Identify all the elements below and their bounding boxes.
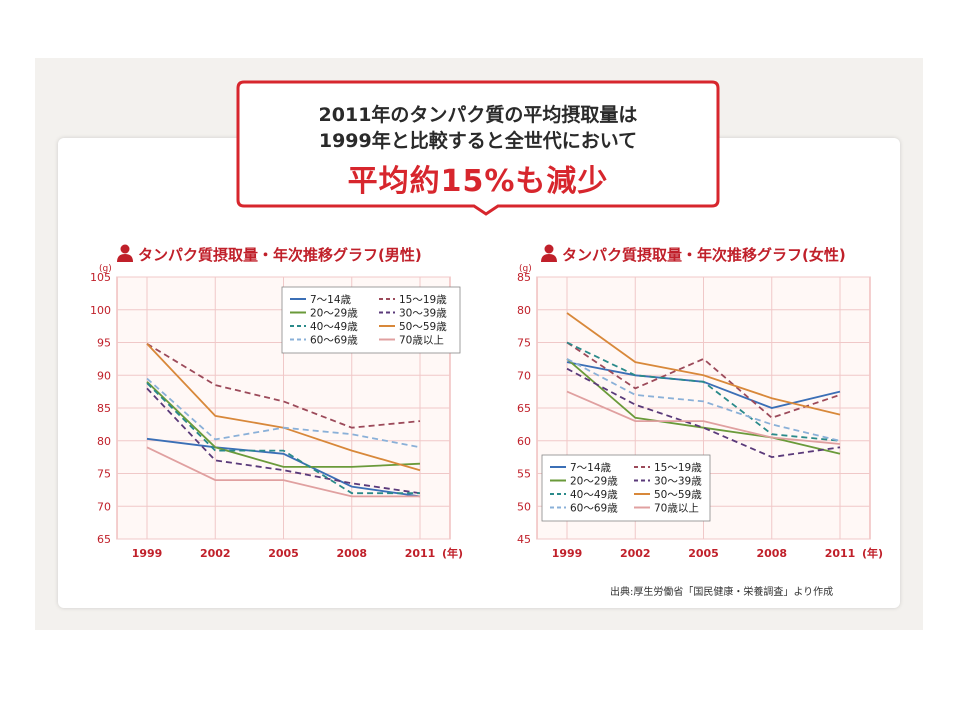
series-line (146, 377, 421, 449)
x-unit-label: (年) (862, 546, 883, 560)
x-tick-label: 2005 (268, 547, 299, 560)
x-tick-label: 1999 (552, 547, 583, 560)
y-tick-label: 65 (97, 533, 111, 546)
x-tick-label: 2011 (825, 547, 856, 560)
callout-line-1: 2011年のタンパク質の平均摂取量は (318, 104, 638, 126)
legend-label: 15～19歳 (654, 462, 702, 474)
y-tick-label: 70 (517, 369, 531, 382)
y-tick-label: 60 (517, 435, 531, 448)
x-unit-label: (年) (442, 546, 463, 560)
y-tick-label: 95 (97, 337, 111, 350)
legend-label: 30～39歳 (399, 308, 447, 320)
x-tick-label: 1999 (132, 547, 163, 560)
y-tick-label: 85 (517, 271, 531, 284)
legend-label: 20～29歳 (310, 308, 358, 320)
series-line (566, 367, 841, 459)
legend-label: 50～59歳 (399, 321, 447, 333)
callout-headline: 平均約15%も減少 (347, 164, 609, 199)
series-line (566, 358, 841, 442)
person-icon (541, 244, 557, 262)
legend-box (281, 286, 461, 354)
legend-label: 50～59歳 (654, 489, 702, 501)
legend-label: 60～69歳 (310, 335, 358, 347)
legend-label: 15～19歳 (399, 294, 447, 306)
series-line (146, 343, 421, 429)
series-line (566, 341, 841, 442)
y-tick-label: 70 (97, 500, 111, 513)
male-chart-title: タンパク質摂取量・年次推移グラフ(男性) (138, 246, 422, 264)
callout-box: 2011年のタンパク質の平均摂取量は 1999年と比較すると全世代において 平均… (236, 80, 720, 216)
y-tick-label: 90 (97, 369, 111, 382)
y-tick-label: 80 (97, 435, 111, 448)
x-tick-label: 2002 (200, 547, 231, 560)
x-tick-label: 2008 (756, 547, 787, 560)
series-line (566, 358, 841, 455)
series-line (146, 381, 421, 468)
series-line (146, 382, 420, 495)
legend-label: 40～49歳 (570, 489, 618, 501)
person-icon (117, 244, 133, 262)
y-tick-label: 65 (517, 402, 531, 415)
series-line (146, 437, 421, 498)
legend-label: 70歳以上 (654, 503, 699, 515)
female-chart-title: タンパク質摂取量・年次推移グラフ(女性) (562, 246, 846, 264)
y-tick-label: 45 (517, 533, 531, 546)
legend-label: 7～14歳 (310, 294, 352, 306)
y-tick-label: 100 (90, 304, 111, 317)
y-tick-label: 105 (90, 271, 111, 284)
y-tick-label: 55 (517, 468, 531, 481)
legend-box (541, 454, 711, 522)
x-tick-label: 2002 (620, 547, 651, 560)
series-line (566, 341, 841, 419)
y-tick-label: 50 (517, 500, 531, 513)
female-line-chart: 45 50 55 60 65 70 75 80 85 1999 2002 2005 2008 2011 (g… (517, 264, 883, 560)
legend-label: 20～29歳 (570, 476, 618, 488)
y-tick-label: 80 (517, 304, 531, 317)
y-tick-label: 85 (97, 402, 111, 415)
callout-line-2: 1999年と比較すると全世代において (318, 130, 638, 152)
y-unit-label: (g) (99, 264, 112, 274)
legend-label: 70歳以上 (399, 335, 444, 347)
x-tick-label: 2011 (405, 547, 436, 560)
legend-label: 7～14歳 (570, 462, 612, 474)
legend-label: 40～49歳 (310, 321, 358, 333)
callout-bubble (236, 80, 720, 216)
y-tick-label: 75 (517, 337, 531, 350)
male-line-chart: 65 70 75 80 85 90 95 100 105 1999 2002 2005 2008 2011… (90, 264, 463, 560)
x-tick-label: 2008 (336, 547, 367, 560)
series-line (146, 446, 420, 498)
x-tick-label: 2005 (688, 547, 719, 560)
legend-label: 30～39歳 (654, 476, 702, 488)
legend-label: 60～69歳 (570, 503, 618, 515)
y-unit-label: (g) (519, 264, 532, 274)
y-tick-label: 75 (97, 468, 111, 481)
source-note: 出典:厚生労働省「国民健康・栄養調査」より作成 (610, 587, 834, 598)
series-line (566, 312, 841, 416)
series-line (566, 390, 841, 445)
series-line (146, 387, 421, 495)
